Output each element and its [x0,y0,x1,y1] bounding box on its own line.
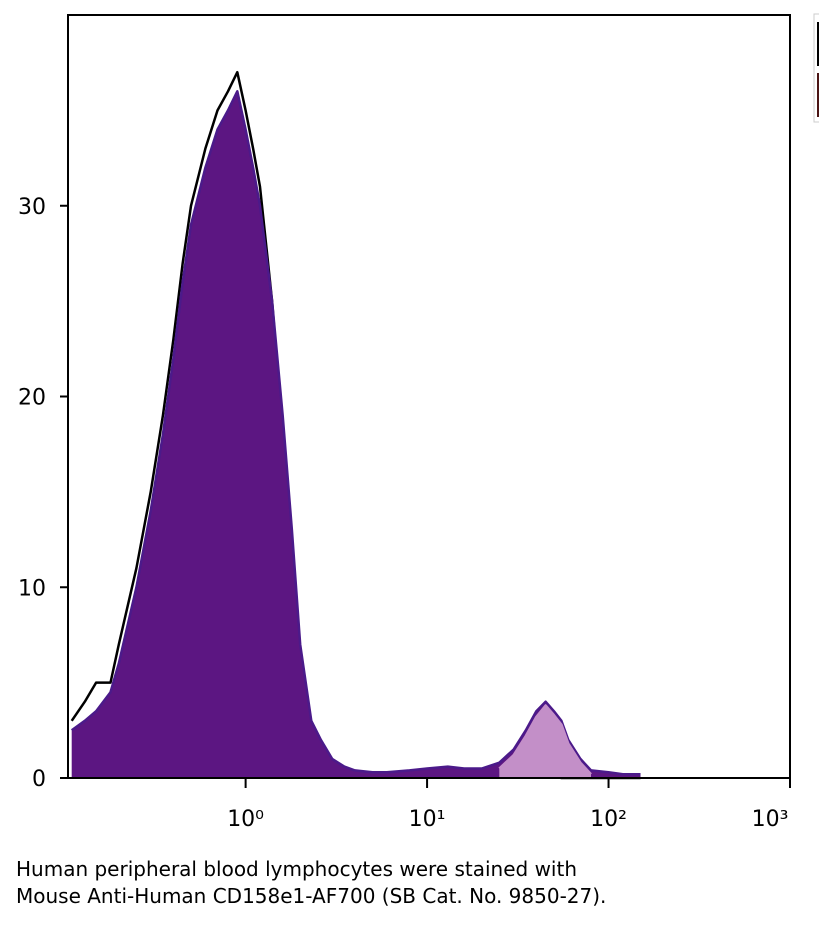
legend-swatch [817,22,819,66]
chart: 0 10 20 30 10⁰ 10¹ 10² 10³ [18,13,819,832]
series-area [71,91,641,779]
y-tick-label: 20 [18,386,46,411]
y-tick-label: 30 [18,195,46,220]
caption-line: Mouse Anti-Human CD158e1-AF700 (SB Cat. … [16,884,607,908]
series-line [70,90,641,776]
x-tick-label: 10² [590,807,627,832]
legend-box [813,13,819,123]
x-tick-label: 10⁰ [227,807,264,832]
series-line [498,704,592,776]
x-tick-label: 10³ [752,807,789,832]
caption-line: Human peripheral blood lymphocytes were … [16,857,577,881]
series-area [499,705,591,778]
legend-swatch [817,73,819,117]
y-tick-label: 10 [18,576,46,601]
y-tick-label: 0 [32,767,46,792]
caption: Human peripheral blood lymphocytes were … [16,856,606,910]
x-tick-label: 10¹ [409,807,446,832]
